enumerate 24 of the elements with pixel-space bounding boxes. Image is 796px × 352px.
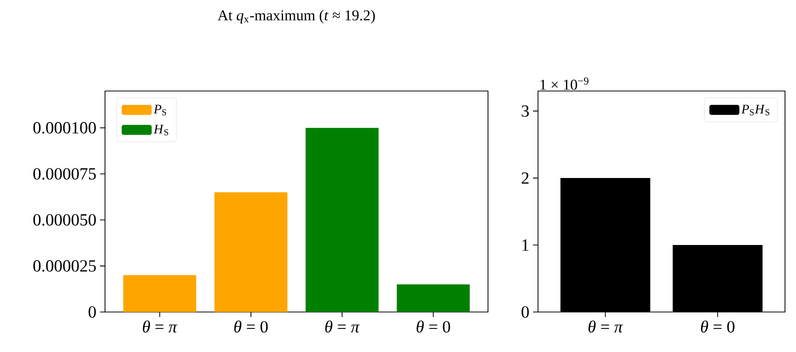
x-tick-label: θ = π xyxy=(588,320,624,333)
y-tick-label: 0.000025 xyxy=(33,260,96,272)
text: 1 × 10$^{−9}$ xyxy=(540,77,588,90)
bar xyxy=(306,128,379,312)
x-tick-label: θ = 0 xyxy=(416,320,450,333)
legend-label: P$_{S}$H$_{S}$ xyxy=(741,104,770,116)
y-tick-label: 0 xyxy=(88,306,96,318)
bar xyxy=(396,284,470,312)
x-tick-label: θ = 0 xyxy=(700,320,734,333)
y-tick-label: 0.000050 xyxy=(33,214,96,226)
x-tick-label: θ = π xyxy=(142,320,178,333)
bar xyxy=(123,275,196,312)
x-tick-label: θ = 0 xyxy=(234,320,268,333)
bar xyxy=(214,192,288,312)
y-tick-label: 2 xyxy=(522,172,529,184)
x-tick-label: θ = π xyxy=(325,320,360,333)
y-tick-label: 3 xyxy=(522,105,529,117)
y-tick-label: 1 xyxy=(522,239,528,251)
y-tick-label: 0.000100 xyxy=(33,122,96,134)
legend-label: P$_{S}$ xyxy=(154,104,166,116)
y-tick-label: 0 xyxy=(522,306,529,318)
chart-title: At q$_{x}$-maximum (t ≈ 19.2) xyxy=(218,10,375,24)
y-tick-label: 0.000075 xyxy=(33,168,96,180)
legend-label: H$_{S}$ xyxy=(154,124,168,136)
